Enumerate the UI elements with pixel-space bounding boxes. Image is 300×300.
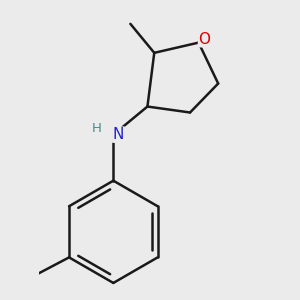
- Text: H: H: [92, 122, 101, 135]
- Text: O: O: [199, 32, 211, 47]
- Text: N: N: [113, 127, 124, 142]
